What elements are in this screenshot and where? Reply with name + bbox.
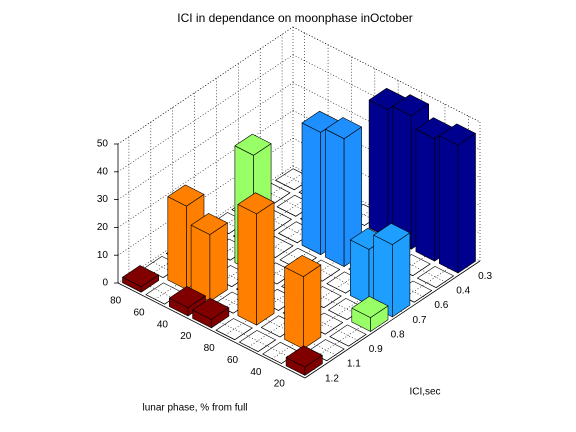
y-tick-label: 0.4 <box>456 286 470 297</box>
bar <box>190 213 228 302</box>
bar-top <box>122 265 159 288</box>
x-tick-label: 80 <box>204 343 216 354</box>
bar-face <box>368 99 389 238</box>
grid-line <box>292 26 481 123</box>
bar-top <box>368 88 406 110</box>
grid-line <box>117 82 294 200</box>
bar-top <box>329 324 367 347</box>
bar <box>239 330 276 352</box>
bar-top <box>145 282 183 305</box>
y-tick-label: 1.2 <box>325 373 339 384</box>
x-tick-label: 60 <box>227 355 239 366</box>
z-tick-label: 20 <box>97 222 109 233</box>
x-tick-label: 20 <box>180 331 192 342</box>
z-tick-label: 10 <box>97 250 109 261</box>
bar-face <box>256 201 275 326</box>
bar <box>122 265 159 293</box>
grid-line <box>117 26 294 145</box>
z-tick-label: 0 <box>102 278 108 289</box>
grid-line <box>269 242 446 361</box>
z-tick-label: 30 <box>97 194 109 205</box>
y-tick-label: 0.3 <box>478 271 492 282</box>
x-tick-label: 40 <box>250 367 262 378</box>
y-tick-label: 1.1 <box>347 359 361 370</box>
bar-top <box>190 213 228 235</box>
bar-top <box>373 223 411 245</box>
x-tick-label: 20 <box>274 379 286 390</box>
grid-line <box>172 246 360 342</box>
bar-face <box>457 133 476 274</box>
axis-line <box>304 260 481 379</box>
bar-face <box>438 135 459 274</box>
bar-top <box>351 296 389 318</box>
chart-title: ICI in dependance on moonphase inOctober <box>177 11 413 25</box>
z-tick-label: 50 <box>97 139 109 150</box>
z-tick-label: 40 <box>97 166 109 177</box>
bar-top <box>438 123 476 146</box>
x-tick-label: 60 <box>134 307 146 318</box>
bar-face <box>392 232 411 318</box>
grid-line <box>194 231 382 328</box>
bar-face <box>209 222 228 302</box>
bar-face <box>301 122 322 255</box>
grid-line <box>260 187 448 284</box>
bar-top <box>169 286 206 308</box>
bar-top <box>392 94 430 117</box>
bar-face <box>349 239 370 306</box>
grid-line <box>246 231 422 349</box>
bar-top <box>167 184 205 207</box>
bar-top <box>239 330 276 352</box>
y-axis-label: ICI,sec <box>409 387 440 398</box>
y-tick-label: 0.9 <box>369 344 383 355</box>
bar <box>351 296 389 332</box>
axis-line <box>117 282 306 379</box>
bar <box>438 123 476 274</box>
x-tick-label: 80 <box>110 296 122 307</box>
y-tick-label: 0.7 <box>412 315 426 326</box>
bar-top <box>415 117 453 140</box>
bar-top <box>285 345 323 368</box>
bar <box>417 266 454 288</box>
x-tick-label: 40 <box>157 319 169 330</box>
bar-face <box>167 196 187 290</box>
bar <box>237 192 275 326</box>
bar-face <box>415 129 435 262</box>
bar <box>329 324 367 347</box>
bar <box>325 117 362 267</box>
grid-line <box>128 275 317 371</box>
bar-top <box>192 297 230 320</box>
bar-face <box>237 204 257 326</box>
bar-top <box>215 318 253 341</box>
bar-face <box>284 266 304 350</box>
grid-line <box>117 137 294 256</box>
grid-line <box>117 54 294 173</box>
x-axis-label: lunar phase, % from full <box>142 403 247 414</box>
bar-face <box>325 128 345 267</box>
bar-top <box>325 117 362 139</box>
bar <box>284 255 322 350</box>
grid-line <box>117 110 294 228</box>
bar-top <box>234 133 272 156</box>
bar <box>192 297 230 329</box>
bar-top <box>307 339 345 362</box>
bar-top <box>417 266 454 288</box>
bar-top <box>301 110 339 133</box>
bar-top <box>262 341 300 364</box>
bar-face <box>303 264 322 350</box>
y-tick-label: 0.8 <box>391 329 405 340</box>
bar-top <box>237 192 275 215</box>
bar-top <box>284 255 322 277</box>
y-tick-label: 0.6 <box>434 300 448 311</box>
bar <box>215 318 253 341</box>
bar <box>285 345 323 376</box>
